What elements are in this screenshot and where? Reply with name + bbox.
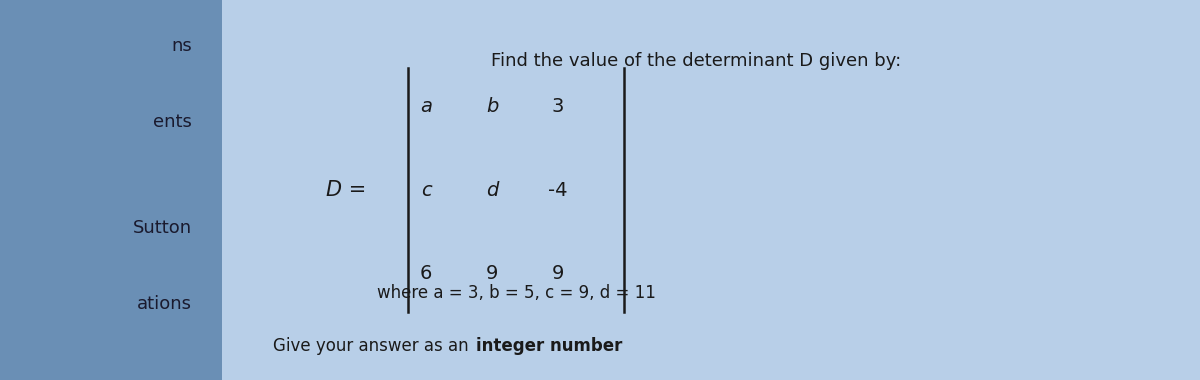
- Text: 9: 9: [486, 264, 498, 283]
- Text: Sutton: Sutton: [133, 219, 192, 237]
- Text: where a = 3, b = 5, c = 9, d = 11: where a = 3, b = 5, c = 9, d = 11: [377, 283, 655, 302]
- Text: 3: 3: [552, 97, 564, 116]
- Text: 9: 9: [552, 264, 564, 283]
- Text: ations: ations: [137, 295, 192, 313]
- Text: -4: -4: [548, 180, 568, 200]
- Text: Give your answer as an: Give your answer as an: [274, 337, 474, 355]
- Text: a: a: [420, 97, 432, 116]
- Text: Find the value of the determinant D given by:: Find the value of the determinant D give…: [491, 52, 901, 70]
- Text: 6: 6: [420, 264, 432, 283]
- Text: b: b: [486, 97, 498, 116]
- Text: integer number: integer number: [476, 337, 623, 355]
- Text: ents: ents: [154, 112, 192, 131]
- FancyBboxPatch shape: [0, 0, 222, 380]
- Text: ns: ns: [172, 36, 192, 55]
- Text: c: c: [421, 180, 431, 200]
- Text: D =: D =: [325, 180, 366, 200]
- Text: d: d: [486, 180, 498, 200]
